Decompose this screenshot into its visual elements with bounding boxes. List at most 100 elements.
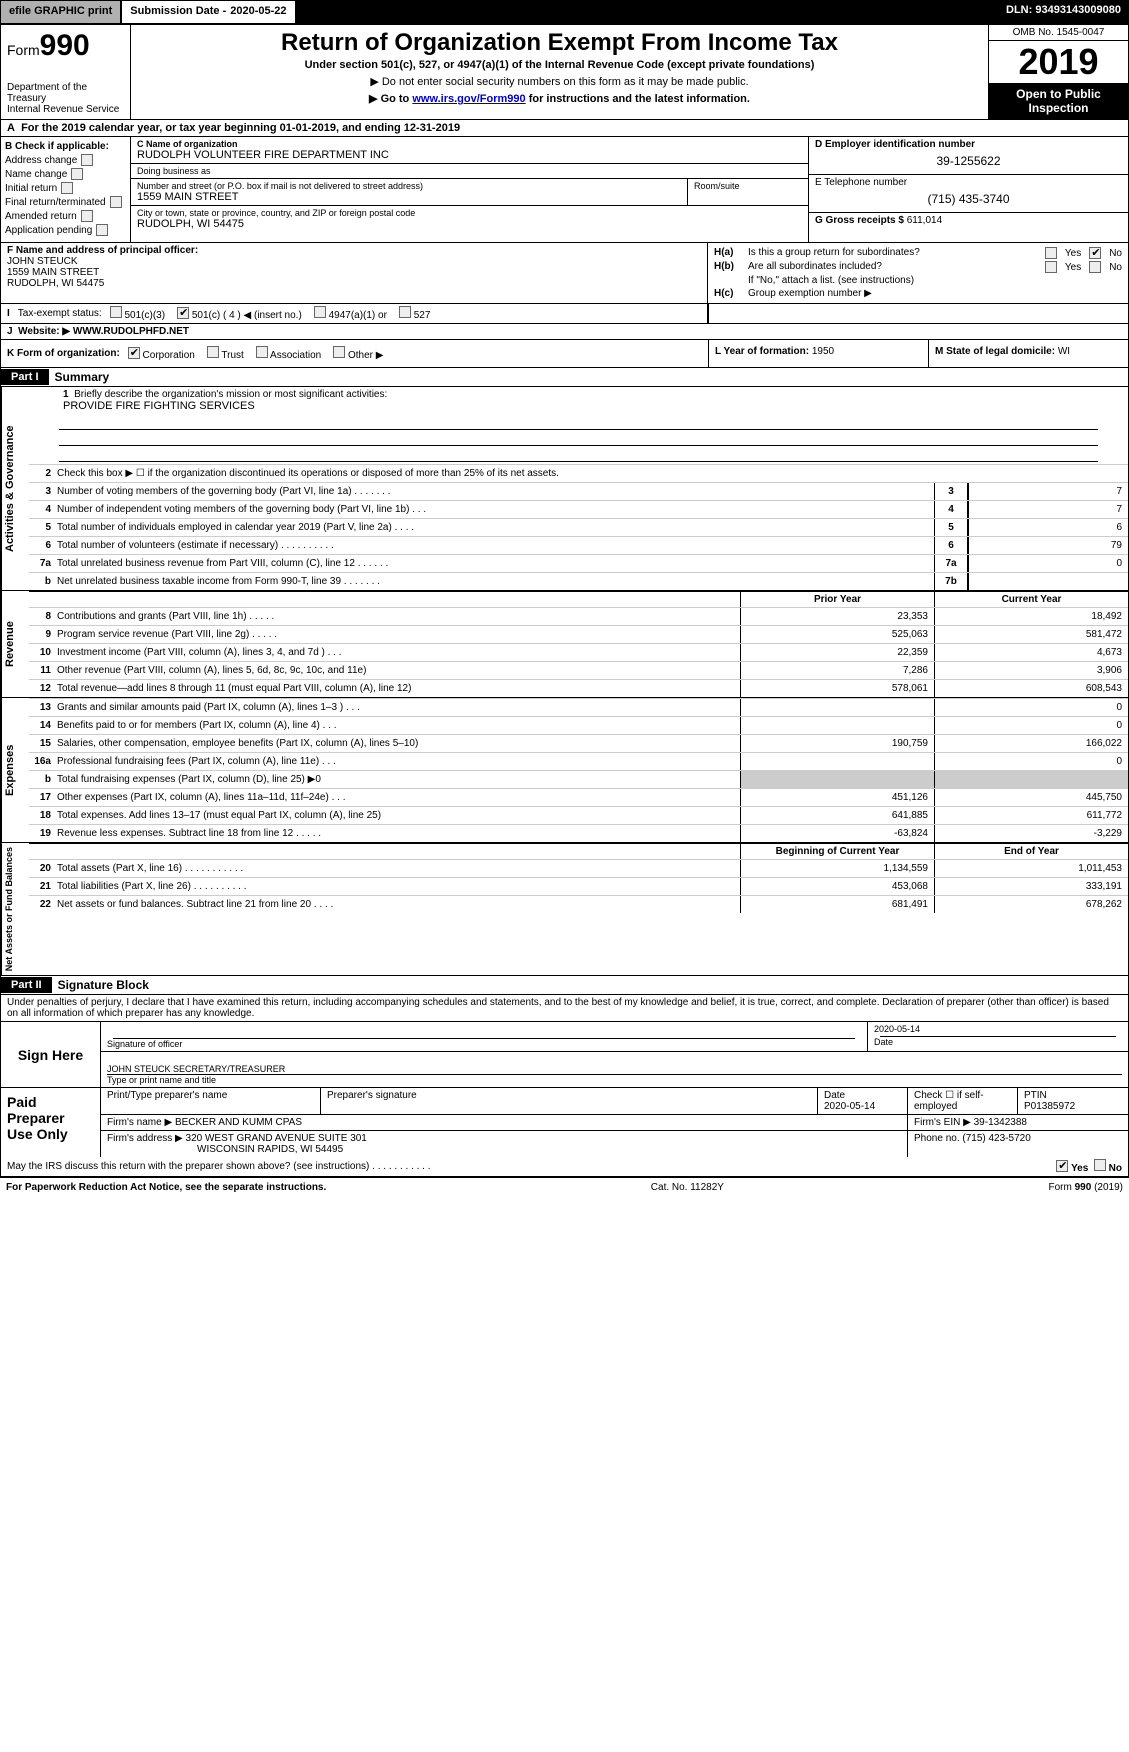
hc-line: H(c) Group exemption number ▶ — [714, 288, 1122, 299]
part2-header-row: Part II Signature Block — [0, 976, 1129, 995]
prep-h2: Preparer's signature — [321, 1088, 818, 1114]
form-note2: ▶ Go to www.irs.gov/Form990 for instruct… — [139, 92, 980, 105]
gov-line-3: 3Number of voting members of the governi… — [29, 482, 1128, 500]
preparer-right: Print/Type preparer's name Preparer's si… — [101, 1088, 1128, 1157]
governance-section: Activities & Governance 1 Briefly descri… — [0, 387, 1129, 591]
g-cell: G Gross receipts $ 611,014 — [809, 213, 1128, 228]
hc-cell-cont — [708, 304, 1128, 323]
footer-left: For Paperwork Reduction Act Notice, see … — [6, 1182, 326, 1193]
c-name-label: C Name of organization — [137, 139, 802, 149]
gov-line-6: 6Total number of volunteers (estimate if… — [29, 536, 1128, 554]
b-chk-2[interactable] — [61, 182, 73, 194]
revenue-section: Revenue Prior Year Current Year 8Contrib… — [0, 591, 1129, 698]
sign-here-label: Sign Here — [1, 1022, 101, 1087]
ha-text: Is this a group return for subordinates? — [748, 247, 920, 258]
ha-label: H(a) — [714, 247, 742, 258]
firm-phone-cell: Phone no. (715) 423-5720 — [908, 1131, 1128, 1157]
note2-pre: ▶ Go to — [369, 93, 412, 105]
k-chk-2[interactable] — [256, 346, 268, 358]
hb-note: If "No," attach a list. (see instruction… — [714, 275, 1122, 286]
prep-h1: Print/Type preparer's name — [101, 1088, 321, 1114]
c-city-row: City or town, state or province, country… — [131, 206, 808, 232]
exp-line-13: 13Grants and similar amounts paid (Part … — [29, 698, 1128, 716]
form-990: 990 — [40, 29, 90, 62]
e-label: E Telephone number — [815, 177, 1122, 188]
ha-line: H(a) Is this a group return for subordin… — [714, 247, 1122, 259]
b-item-0: Address change — [5, 154, 126, 166]
ein-label: Firm's EIN ▶ — [914, 1117, 971, 1128]
exp-line-15: 15Salaries, other compensation, employee… — [29, 734, 1128, 752]
l-label: L Year of formation: — [715, 346, 812, 357]
k-chk-0[interactable] — [128, 347, 140, 359]
ha-no: No — [1109, 248, 1122, 259]
discuss-yes-chk[interactable] — [1056, 1160, 1068, 1172]
ha-yes: Yes — [1065, 248, 1081, 259]
revenue-body: Prior Year Current Year 8Contributions a… — [29, 591, 1128, 697]
firm-addr-cell: Firm's address ▶ 320 WEST GRAND AVENUE S… — [101, 1131, 908, 1157]
prior-year-head: Prior Year — [740, 592, 934, 607]
i-chk-0[interactable] — [110, 306, 122, 318]
f-cell: F Name and address of principal officer:… — [1, 243, 708, 303]
expenses-body: 13Grants and similar amounts paid (Part … — [29, 698, 1128, 842]
discuss-yes: Yes — [1071, 1163, 1088, 1174]
dln-value: 93493143009080 — [1035, 4, 1121, 16]
i-chk-3[interactable] — [399, 306, 411, 318]
k-cell: K Form of organization: Corporation Trus… — [1, 340, 708, 367]
discuss-no-chk[interactable] — [1094, 1159, 1106, 1171]
b-chk-4[interactable] — [81, 210, 93, 222]
l-value: 1950 — [812, 346, 834, 357]
discuss-row: May the IRS discuss this return with the… — [1, 1157, 1128, 1176]
ha-no-chk[interactable] — [1089, 247, 1101, 259]
irs-link[interactable]: www.irs.gov/Form990 — [412, 93, 525, 105]
efile-badge: efile GRAPHIC print — [0, 0, 121, 24]
k-chk-3[interactable] — [333, 346, 345, 358]
sig-date-label: Date — [874, 1037, 893, 1047]
exp-line-19: 19Revenue less expenses. Subtract line 1… — [29, 824, 1128, 842]
c-dba-label: Doing business as — [137, 166, 802, 176]
b-chk-0[interactable] — [81, 154, 93, 166]
firm-ein-cell: Firm's EIN ▶ 39-1342388 — [908, 1115, 1128, 1130]
c-city-label: City or town, state or province, country… — [137, 208, 802, 218]
netassets-side: Net Assets or Fund Balances — [1, 843, 29, 975]
j-value: WWW.RUDOLPHFD.NET — [73, 326, 189, 337]
line-a-mid: , and ending — [336, 122, 404, 134]
hb-yes-chk[interactable] — [1045, 261, 1057, 273]
governance-body: 1 Briefly describe the organization's mi… — [29, 387, 1128, 590]
b-chk-1[interactable] — [71, 168, 83, 180]
rev-line-8: 8Contributions and grants (Part VIII, li… — [29, 607, 1128, 625]
tax-year: 2019 — [989, 41, 1128, 83]
m-label: M State of legal domicile: — [935, 346, 1058, 357]
b-chk-3[interactable] — [110, 196, 122, 208]
d-cell: D Employer identification number 39-1255… — [809, 137, 1128, 175]
line2: 2 Check this box ▶ ☐ if the organization… — [29, 464, 1128, 482]
k-chk-1[interactable] — [207, 346, 219, 358]
c-room: Room/suite — [688, 179, 808, 205]
exp-line-b: bTotal fundraising expenses (Part IX, co… — [29, 770, 1128, 788]
m-value: WI — [1058, 346, 1070, 357]
part2-header: Part II — [1, 977, 52, 993]
gov-line-4: 4Number of independent voting members of… — [29, 500, 1128, 518]
mission-line2 — [59, 432, 1098, 446]
sig-intro: Under penalties of perjury, I declare th… — [1, 995, 1128, 1021]
b-chk-5[interactable] — [96, 224, 108, 236]
line2-desc: Check this box ▶ ☐ if the organization d… — [57, 466, 1128, 481]
hb-no-chk[interactable] — [1089, 261, 1101, 273]
line1: 1 Briefly describe the organization's mi… — [29, 387, 1128, 414]
hb-yn: Yes No — [1045, 261, 1122, 273]
eoy-head: End of Year — [934, 844, 1128, 859]
line-a-end: 12-31-2019 — [404, 122, 460, 134]
part1-header-row: Part I Summary — [0, 368, 1129, 387]
dln-badge: DLN: 93493143009080 — [998, 0, 1129, 24]
f-city: RUDOLPH, WI 54475 — [7, 278, 701, 289]
ha-yes-chk[interactable] — [1045, 247, 1057, 259]
current-year-head: Current Year — [934, 592, 1128, 607]
i-chk-1[interactable] — [177, 307, 189, 319]
exp-line-14: 14Benefits paid to or for members (Part … — [29, 716, 1128, 734]
submission-date: 2020-05-22 — [230, 5, 286, 19]
i-cell: I Tax-exempt status: 501(c)(3) 501(c) ( … — [1, 304, 708, 323]
c-name-value: RUDOLPH VOLUNTEER FIRE DEPARTMENT INC — [137, 149, 802, 161]
part1-header: Part I — [1, 369, 49, 385]
footer-right: Form 990 (2019) — [1049, 1182, 1123, 1193]
i-chk-2[interactable] — [314, 306, 326, 318]
omb-number: OMB No. 1545-0047 — [989, 25, 1128, 41]
